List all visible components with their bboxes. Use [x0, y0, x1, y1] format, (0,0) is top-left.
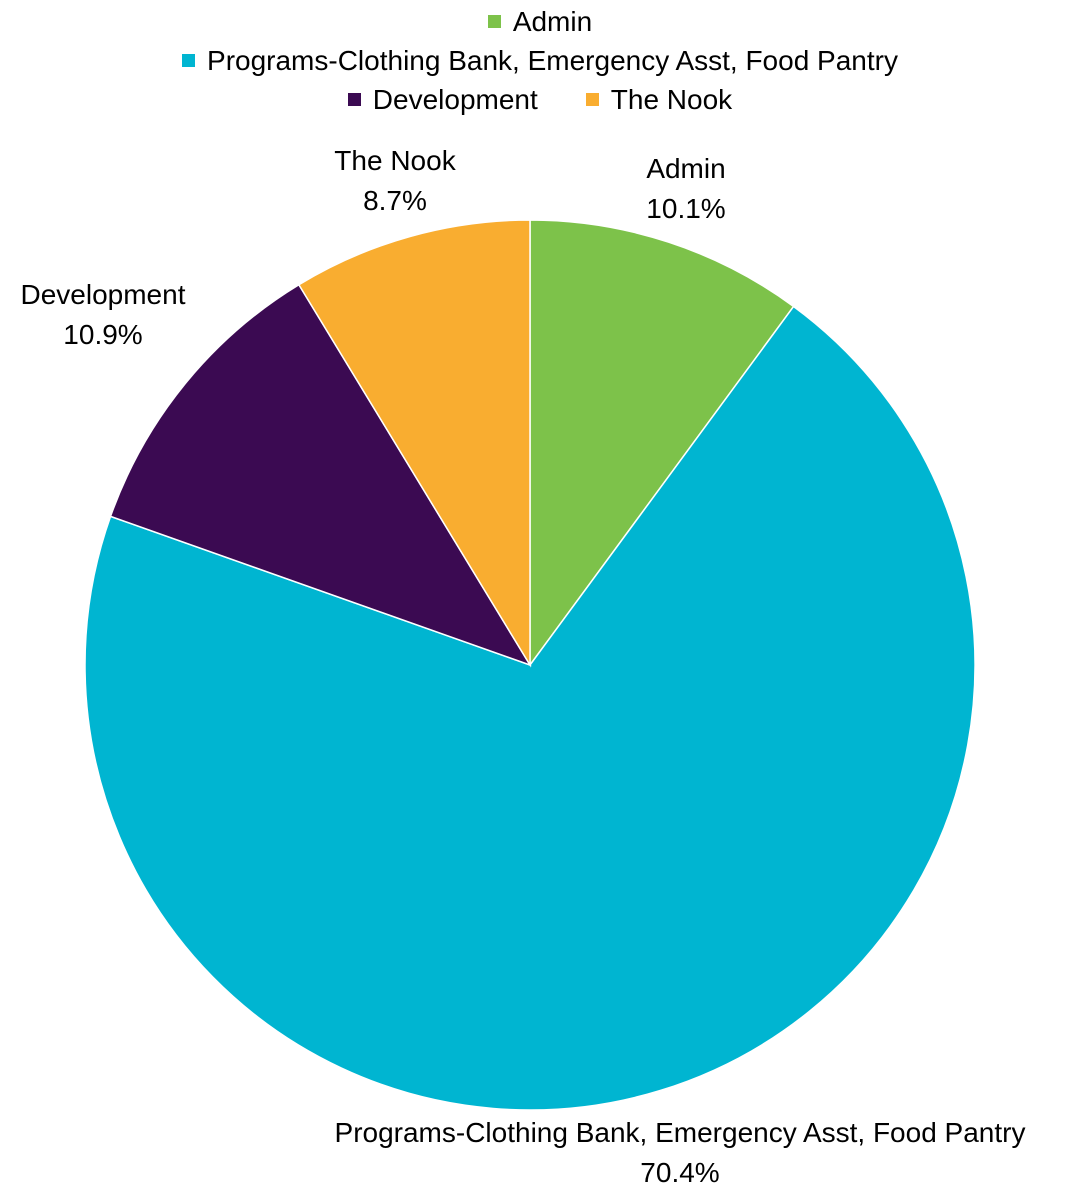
- data-label-name-the-nook: The Nook: [334, 145, 456, 176]
- pie-slice-development: [109, 283, 532, 667]
- data-label-value-admin: 10.1%: [646, 193, 725, 224]
- data-label-value-development: 10.9%: [63, 319, 142, 350]
- legend-label-programs: Programs-Clothing Bank, Emergency Asst, …: [207, 45, 898, 76]
- data-label-name-programs: Programs-Clothing Bank, Emergency Asst, …: [335, 1117, 1026, 1148]
- legend-swatch-the-nook: [585, 93, 599, 106]
- pie-slice-the-nook: [297, 219, 531, 668]
- legend-row: Admin: [0, 2, 1080, 41]
- pie-slice-admin: [529, 219, 795, 668]
- pie-labels: Admin 10.1% Programs-Clothing Bank, Emerge…: [21, 145, 1026, 1188]
- legend-item-development: Development: [347, 80, 538, 119]
- legend-item-programs: Programs-Clothing Bank, Emergency Asst, …: [182, 41, 898, 80]
- pie-slice-programs: [84, 305, 976, 1111]
- legend-label-the-nook: The Nook: [610, 84, 733, 115]
- data-label-value-programs: 70.4%: [640, 1157, 719, 1188]
- legend-item-the-nook: The Nook: [585, 80, 733, 119]
- legend-item-admin: Admin: [487, 2, 593, 41]
- data-label-name-admin: Admin: [646, 153, 725, 184]
- chart-legend: Admin Programs-Clothing Bank, Emergency …: [0, 2, 1080, 119]
- legend-swatch-programs: [182, 54, 196, 67]
- data-label-value-the-nook: 8.7%: [363, 185, 427, 216]
- pie-slices: [84, 219, 976, 1111]
- legend-swatch-development: [347, 93, 361, 106]
- legend-label-admin: Admin: [512, 6, 593, 37]
- legend-row: Development The Nook: [0, 80, 1080, 119]
- legend-row: Programs-Clothing Bank, Emergency Asst, …: [0, 41, 1080, 80]
- legend-label-development: Development: [372, 84, 538, 115]
- data-label-name-development: Development: [21, 279, 186, 310]
- legend-swatch-admin: [487, 15, 501, 28]
